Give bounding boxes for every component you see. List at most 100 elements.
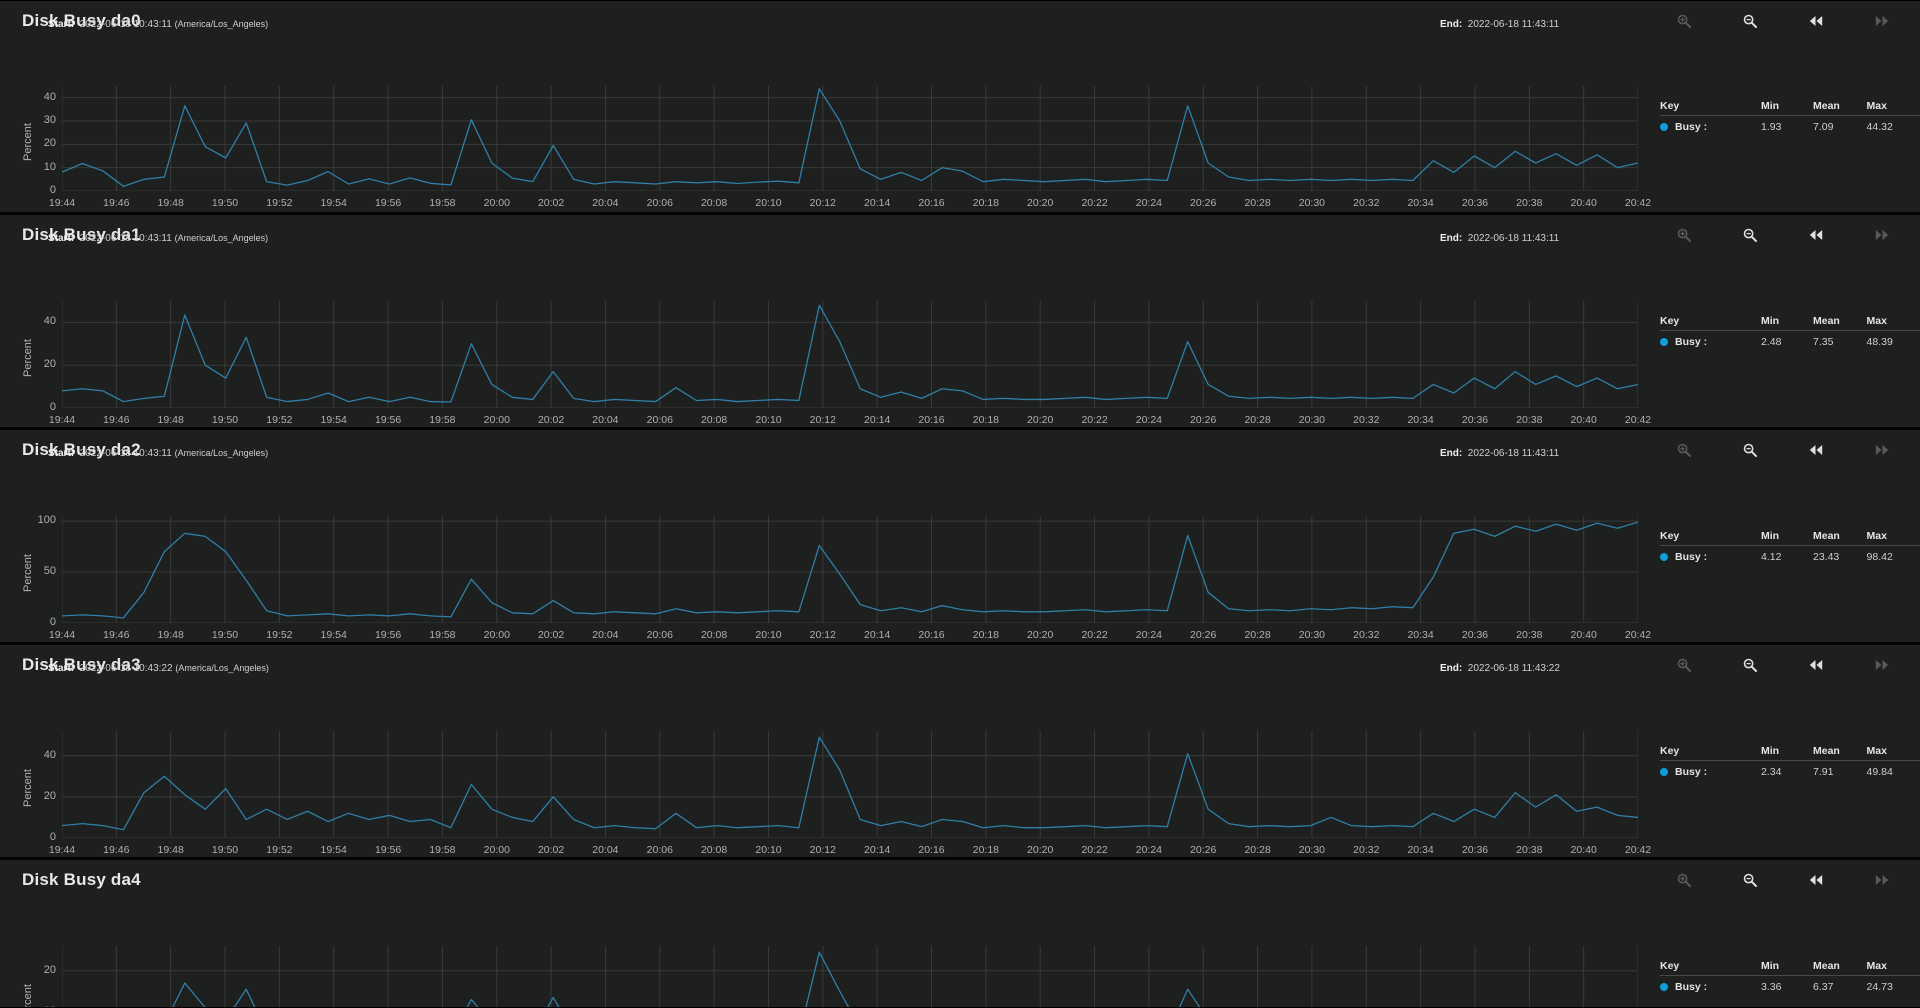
footer-end-label: End: [1440, 233, 1463, 244]
x-axis-tick: 20:14 [864, 414, 891, 426]
zoom-out-icon[interactable] [1742, 872, 1758, 888]
x-axis-tick: 20:22 [1081, 197, 1108, 209]
legend-row[interactable]: Busy : 2.48 7.35 48.39 [1660, 331, 1920, 348]
legend-header-key: Key [1660, 530, 1761, 546]
zoom-out-icon[interactable] [1742, 657, 1758, 673]
x-axis-tick: 19:52 [266, 844, 293, 856]
legend-header-min: Min [1760, 100, 1813, 116]
panel-toolbar [1676, 430, 1890, 470]
legend-color-dot [1660, 768, 1668, 776]
forward-icon[interactable] [1874, 13, 1890, 29]
y-axis-tick: 40 [43, 90, 56, 103]
footer-start: Start: 2022-06-18 10:43:11 (America/Los_… [48, 448, 268, 459]
x-axis-tick: 19:48 [157, 844, 184, 856]
footer-timezone: (America/Los_Angeles) [174, 19, 269, 29]
panel-title: Disk Busy da0 [22, 11, 141, 30]
x-axis-tick: 19:58 [429, 414, 456, 426]
legend-header-min: Min [1760, 315, 1813, 331]
rewind-icon[interactable] [1808, 442, 1824, 458]
legend-max-value: 98.42 [1866, 551, 1893, 563]
x-axis-tick: 19:56 [374, 414, 402, 426]
legend-max-value: 49.84 [1866, 766, 1893, 778]
legend-header-mean: Mean [1812, 530, 1867, 546]
rewind-icon[interactable] [1808, 657, 1824, 673]
legend-min-value: 3.36 [1760, 981, 1782, 993]
x-axis-tick: 20:38 [1516, 629, 1543, 641]
x-axis-tick: 20:16 [918, 414, 945, 426]
x-axis-tick: 20:26 [1190, 414, 1217, 426]
x-axis-tick: 20:34 [1407, 844, 1434, 856]
legend-series-name: Busy : [1675, 981, 1708, 993]
x-axis-tick: 20:10 [755, 414, 782, 426]
x-axis-tick: 20:16 [918, 844, 945, 856]
x-axis-tick: 20:02 [537, 629, 565, 641]
legend-max-value: 44.32 [1866, 121, 1893, 133]
chart-plot-area[interactable] [62, 946, 1638, 1008]
legend-header-mean: Mean [1812, 960, 1867, 976]
chart-legend: Key Min Mean Max Busy : 1.93 7.09 44.32 [1660, 100, 1920, 133]
panel-footer: Start: 2022-06-18 10:43:22 (America/Los_… [0, 663, 1920, 679]
x-axis-tick: 19:44 [48, 629, 76, 641]
forward-icon[interactable] [1874, 872, 1890, 888]
legend-header-min: Min [1760, 745, 1813, 761]
footer-start-value: 2022-06-18 10:43:22 [79, 663, 173, 674]
x-axis-tick: 20:20 [1027, 629, 1054, 641]
legend-header-max: Max [1866, 100, 1920, 116]
footer-end-value: 2022-06-18 11:43:11 [1467, 233, 1560, 244]
chart-plot-area[interactable] [62, 731, 1638, 838]
zoom-in-icon[interactable] [1676, 13, 1692, 29]
legend-header-min: Min [1760, 960, 1813, 976]
y-axis-tick: 20 [43, 789, 56, 802]
legend-series-name: Busy : [1675, 766, 1708, 778]
legend-min-value: 1.93 [1760, 121, 1782, 133]
forward-icon[interactable] [1874, 227, 1890, 243]
chart-panel: Disk Busy da3 Percent 0 20 40 19:44 19:46 19:48… [0, 644, 1920, 858]
legend-row[interactable]: Busy : 3.36 6.37 24.73 [1660, 976, 1920, 993]
zoom-out-icon[interactable] [1742, 442, 1758, 458]
y-axis-tick: 30 [43, 114, 56, 126]
footer-end-value: 2022-06-18 11:43:11 [1467, 448, 1560, 459]
legend-header-max: Max [1866, 530, 1920, 546]
legend-header-mean: Mean [1812, 100, 1867, 116]
zoom-in-icon[interactable] [1676, 227, 1692, 243]
x-axis-tick: 20:38 [1516, 414, 1543, 426]
x-axis-tick: 20:22 [1081, 414, 1108, 426]
x-axis-tick: 20:40 [1570, 629, 1597, 641]
x-axis-tick: 20:18 [972, 629, 1000, 641]
footer-timezone: (America/Los_Angeles) [175, 663, 269, 673]
legend-row[interactable]: Busy : 1.93 7.09 44.32 [1660, 116, 1920, 133]
legend-row[interactable]: Busy : 4.12 23.43 98.42 [1660, 546, 1920, 563]
forward-icon[interactable] [1874, 442, 1890, 458]
y-axis-tick: 20 [43, 358, 56, 371]
rewind-icon[interactable] [1808, 13, 1824, 29]
chart-panel: Disk Busy da0 Percent 0 10 20 30 40 19:44 19:46 1… [0, 0, 1920, 213]
forward-icon[interactable] [1874, 657, 1890, 673]
zoom-in-icon[interactable] [1676, 657, 1692, 673]
footer-start-value: 2022-06-18 10:43:11 [79, 448, 172, 459]
zoom-out-icon[interactable] [1742, 227, 1758, 243]
zoom-out-icon[interactable] [1742, 13, 1758, 29]
x-axis-tick: 19:46 [103, 629, 130, 641]
x-axis-tick: 20:26 [1190, 197, 1217, 209]
rewind-icon[interactable] [1808, 227, 1824, 243]
chart-plot-area[interactable] [62, 516, 1638, 623]
chart-plot-area[interactable] [62, 86, 1638, 191]
x-axis-tick: 20:42 [1624, 414, 1652, 426]
zoom-in-icon[interactable] [1676, 442, 1692, 458]
zoom-in-icon[interactable] [1676, 872, 1692, 888]
y-axis-tick: 10 [14, 1005, 56, 1007]
x-axis-tick: 20:24 [1135, 844, 1163, 856]
footer-timezone: (America/Los_Angeles) [174, 448, 269, 458]
legend-row[interactable]: Busy : 2.34 7.91 49.84 [1660, 761, 1920, 778]
chart-plot-area[interactable] [62, 301, 1638, 408]
footer-end: End: 2022-06-18 11:43:22 [1440, 663, 1560, 674]
x-axis-tick: 20:10 [755, 629, 782, 641]
rewind-icon[interactable] [1808, 872, 1824, 888]
x-axis-tick: 20:10 [755, 844, 782, 856]
x-axis-tick: 20:28 [1244, 414, 1271, 426]
x-axis-tick: 19:46 [103, 414, 130, 426]
legend-min-value: 2.34 [1760, 766, 1782, 778]
x-axis-tick: 19:58 [429, 629, 456, 641]
footer-end: End: 2022-06-18 11:43:11 [1440, 448, 1559, 459]
